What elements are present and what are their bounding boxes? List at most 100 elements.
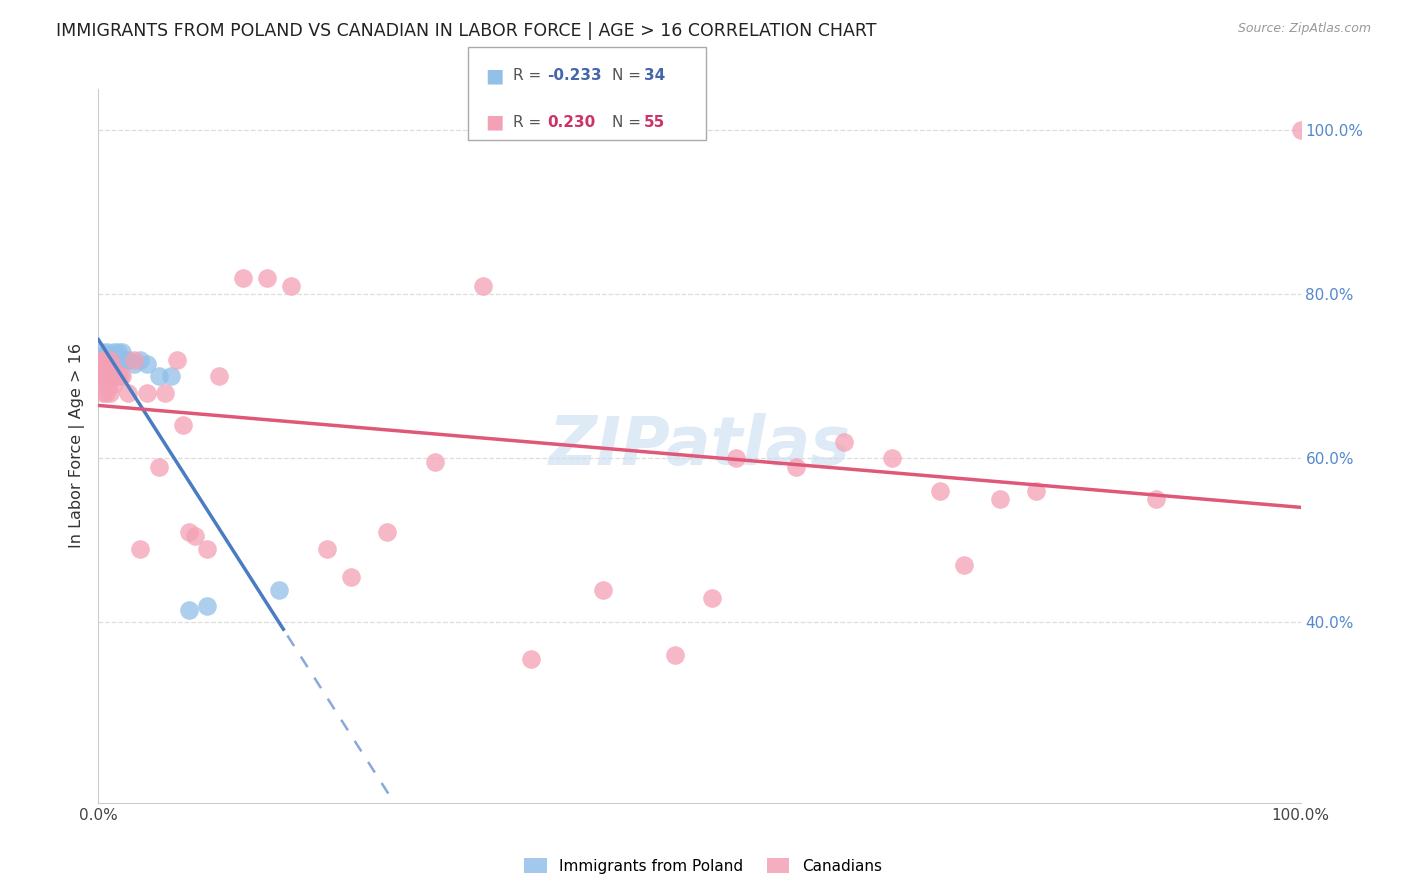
Point [114, 352, 136, 367]
Text: IMMIGRANTS FROM POLAND VS CANADIAN IN LABOR FORCE | AGE > 16 CORRELATION CHART: IMMIGRANTS FROM POLAND VS CANADIAN IN LA… [56, 22, 877, 40]
Point [267, 582, 290, 597]
Point [117, 385, 139, 400]
Point [100, 357, 122, 371]
Point [785, 459, 807, 474]
Point [91, 369, 114, 384]
Point [104, 369, 127, 384]
Point [183, 529, 205, 543]
Text: -0.233: -0.233 [547, 69, 602, 83]
Point [177, 603, 200, 617]
Point [100, 352, 122, 367]
Point [96, 344, 118, 359]
Text: N =: N = [612, 115, 645, 129]
Point [135, 357, 157, 371]
Point [177, 525, 200, 540]
Point [124, 352, 146, 367]
Point [315, 541, 337, 556]
Point [100, 349, 122, 363]
Text: Source: ZipAtlas.com: Source: ZipAtlas.com [1237, 22, 1371, 36]
Point [195, 599, 218, 613]
Point [103, 344, 125, 359]
Point [153, 385, 176, 400]
Point [91, 352, 114, 367]
Y-axis label: In Labor Force | Age > 16: In Labor Force | Age > 16 [69, 343, 86, 549]
Point [592, 582, 614, 597]
Point [664, 648, 686, 662]
Point [166, 352, 188, 367]
Text: R =: R = [513, 115, 551, 129]
Text: 55: 55 [644, 115, 665, 129]
Point [94, 369, 117, 384]
Point [91, 369, 114, 384]
Point [97, 361, 120, 376]
Point [880, 451, 903, 466]
Point [1289, 123, 1312, 137]
Point [148, 459, 170, 474]
Point [108, 352, 131, 367]
Point [340, 570, 363, 584]
Point [91, 352, 114, 367]
Point [375, 525, 398, 540]
Point [90, 361, 112, 376]
Point [988, 492, 1011, 507]
Point [93, 352, 115, 367]
Point [724, 451, 747, 466]
Point [93, 361, 115, 376]
Point [129, 541, 152, 556]
Point [107, 369, 129, 384]
Point [91, 385, 114, 400]
Point [96, 377, 118, 392]
Point [93, 349, 115, 363]
Point [472, 279, 495, 293]
Point [700, 591, 723, 605]
Point [97, 352, 120, 367]
Point [520, 652, 543, 666]
Text: ■: ■ [485, 66, 503, 86]
Point [108, 369, 131, 384]
Text: ZIPatlas: ZIPatlas [548, 413, 851, 479]
Point [107, 344, 129, 359]
Point [94, 352, 117, 367]
Point [103, 377, 125, 392]
Point [208, 369, 231, 384]
Point [90, 352, 112, 367]
Point [928, 484, 950, 499]
Point [101, 361, 124, 376]
Point [832, 434, 855, 449]
Point [93, 369, 115, 384]
Point [232, 270, 254, 285]
Point [94, 361, 117, 376]
Point [124, 357, 146, 371]
Point [96, 357, 118, 371]
Point [953, 558, 976, 572]
Point [100, 369, 122, 384]
Point [1144, 492, 1167, 507]
Point [97, 377, 120, 392]
Point [280, 279, 302, 293]
Point [129, 352, 152, 367]
Point [100, 361, 122, 376]
Legend: Immigrants from Poland, Canadians: Immigrants from Poland, Canadians [519, 852, 887, 880]
Point [256, 270, 278, 285]
Point [423, 455, 446, 469]
Point [96, 361, 118, 376]
Text: 34: 34 [644, 69, 665, 83]
Point [101, 352, 124, 367]
Point [104, 352, 127, 367]
Point [1025, 484, 1047, 499]
Point [91, 361, 114, 376]
Text: R =: R = [513, 69, 547, 83]
Point [100, 385, 122, 400]
Point [105, 349, 128, 363]
Point [111, 344, 134, 359]
Point [98, 369, 121, 384]
Point [98, 369, 121, 384]
Point [94, 385, 117, 400]
Point [148, 369, 170, 384]
Point [195, 541, 218, 556]
Text: ■: ■ [485, 112, 503, 132]
Point [172, 418, 194, 433]
Point [111, 369, 134, 384]
Point [159, 369, 181, 384]
Point [91, 344, 114, 359]
